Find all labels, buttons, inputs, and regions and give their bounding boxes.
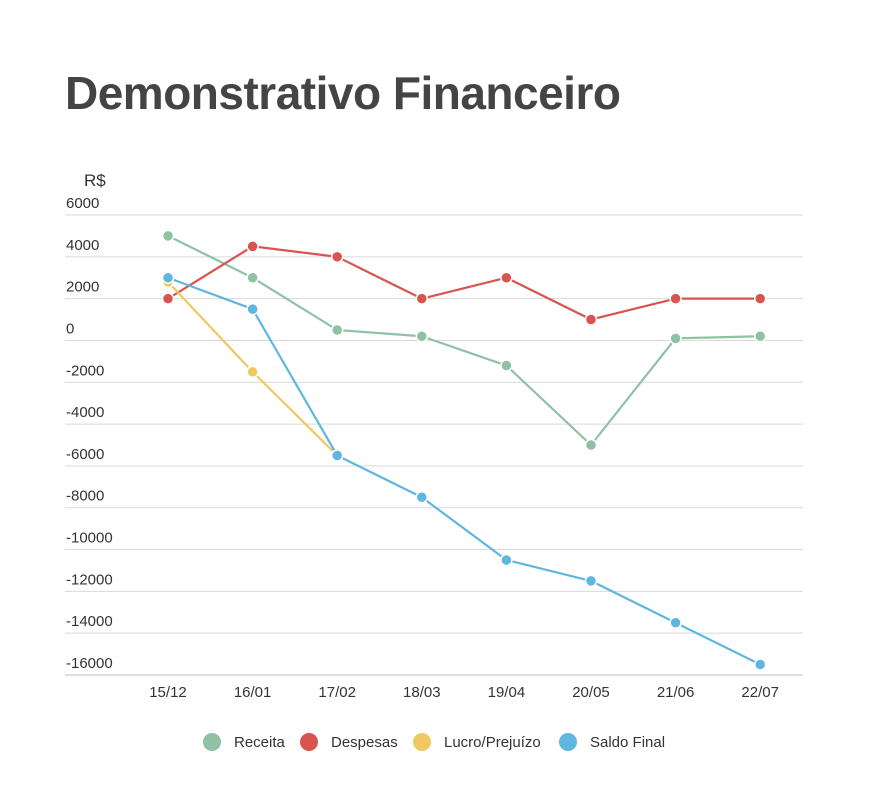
legend-item[interactable]: Despesas (300, 733, 398, 751)
y-tick-label: 6000 (66, 195, 99, 212)
grid-lines (65, 214, 803, 676)
data-point[interactable] (753, 292, 767, 305)
y-tick-label: -16000 (66, 655, 113, 672)
data-point[interactable] (669, 332, 682, 345)
y-tick-label: -14000 (66, 613, 113, 630)
y-tick-label: -6000 (66, 446, 104, 463)
x-tick-label: 16/01 (234, 684, 272, 701)
legend-swatch (300, 733, 318, 751)
data-point[interactable] (584, 438, 598, 452)
x-tick-label: 22/07 (741, 684, 779, 701)
data-point[interactable] (500, 359, 513, 372)
data-point[interactable] (161, 271, 175, 284)
legend-item[interactable]: Saldo Final (559, 733, 665, 751)
x-tick-label: 19/04 (488, 684, 526, 701)
legend-item[interactable]: Receita (203, 733, 286, 751)
data-point[interactable] (246, 365, 259, 379)
series-line (167, 245, 761, 321)
legend-label: Despesas (331, 734, 398, 751)
legend-swatch (203, 733, 221, 751)
data-point[interactable] (330, 323, 344, 337)
legend-label: Saldo Final (590, 734, 665, 751)
y-tick-label: 2000 (66, 279, 99, 296)
y-tick-label: 0 (66, 320, 74, 337)
data-point[interactable] (330, 250, 344, 264)
data-point[interactable] (500, 271, 513, 284)
chart-title: Demonstrativo Financeiro (65, 67, 621, 119)
x-tick-label: 15/12 (149, 684, 187, 701)
series-line (167, 234, 761, 447)
data-point[interactable] (415, 491, 429, 504)
legend-item[interactable]: Lucro/Prejuízo (413, 733, 541, 751)
data-point[interactable] (161, 292, 175, 305)
series-saldo-final (161, 271, 767, 671)
y-tick-label: -8000 (66, 488, 104, 505)
y-tick-label: 4000 (66, 237, 99, 254)
data-point[interactable] (500, 553, 513, 567)
data-point[interactable] (669, 616, 682, 629)
x-axis-ticks: 15/12 16/01 17/02 18/03 19/04 20/05 21/06 22/07 (149, 684, 779, 701)
data-point[interactable] (669, 292, 682, 305)
data-point[interactable] (246, 302, 259, 316)
data-point[interactable] (753, 330, 767, 343)
data-point[interactable] (415, 292, 429, 305)
legend: Receita Despesas Lucro/Prejuízo Saldo Final (203, 733, 665, 751)
data-point[interactable] (246, 240, 259, 253)
y-axis-ticks: 6000 4000 2000 0 -2000 -4000 -6000 -8000 -10000 -… (66, 195, 113, 672)
series-receita (161, 229, 767, 452)
data-point[interactable] (753, 658, 767, 671)
y-axis-unit-label: R$ (84, 171, 106, 190)
data-point[interactable] (161, 229, 175, 243)
series-lines (161, 229, 767, 671)
y-tick-label: -12000 (66, 571, 113, 588)
y-tick-label: -2000 (66, 362, 104, 379)
y-tick-label: -4000 (66, 404, 104, 421)
x-tick-label: 17/02 (318, 684, 356, 701)
legend-label: Receita (234, 734, 286, 751)
data-point[interactable] (584, 574, 598, 588)
series-despesas (161, 240, 767, 326)
x-tick-label: 18/03 (403, 684, 441, 701)
x-tick-label: 21/06 (657, 684, 695, 701)
data-point[interactable] (330, 449, 344, 462)
series-line (167, 276, 761, 666)
data-point[interactable] (246, 271, 259, 284)
legend-swatch (559, 733, 577, 751)
legend-swatch (413, 733, 431, 751)
data-point[interactable] (584, 313, 598, 326)
x-tick-label: 20/05 (572, 684, 610, 701)
legend-label: Lucro/Prejuízo (444, 734, 541, 751)
y-tick-label: -10000 (66, 530, 113, 547)
data-point[interactable] (415, 330, 429, 343)
